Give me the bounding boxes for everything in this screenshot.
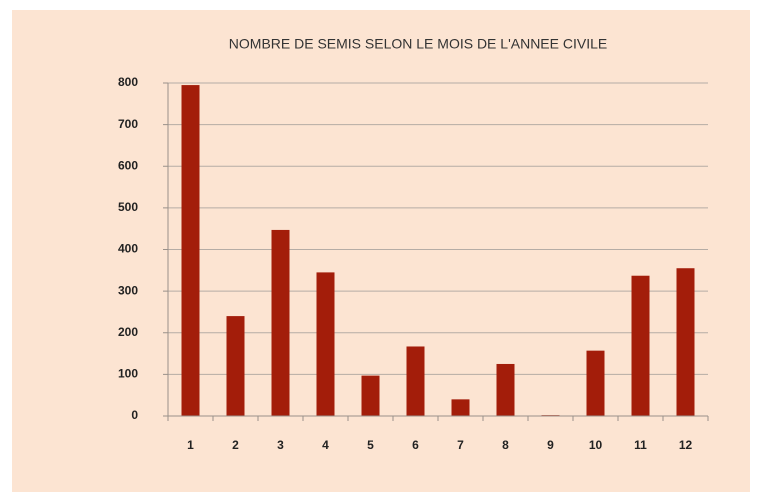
bar — [451, 399, 470, 416]
y-tick-label: 700 — [118, 117, 138, 131]
chart-title: NOMBRE DE SEMIS SELON LE MOIS DE L'ANNEE… — [229, 36, 607, 52]
x-tick-label: 12 — [679, 438, 693, 452]
bar — [361, 375, 380, 416]
bar — [496, 363, 515, 416]
chart-background — [12, 10, 750, 492]
y-tick-label: 500 — [118, 200, 138, 214]
x-tick-label: 10 — [589, 438, 603, 452]
y-tick-label: 400 — [118, 242, 138, 256]
bar — [271, 229, 290, 416]
x-tick-label: 4 — [322, 438, 329, 452]
x-tick-label: 1 — [187, 438, 194, 452]
x-tick-label: 11 — [634, 438, 647, 452]
y-tick-label: 200 — [118, 325, 138, 339]
y-tick-label: 800 — [118, 75, 138, 89]
x-tick-label: 9 — [547, 438, 554, 452]
y-tick-label: 600 — [118, 158, 138, 172]
bar — [586, 350, 605, 416]
x-tick-label: 8 — [502, 438, 509, 452]
x-tick-label: 3 — [277, 438, 284, 452]
bar — [406, 346, 425, 416]
x-tick-label: 6 — [412, 438, 419, 452]
y-tick-label: 300 — [118, 283, 138, 297]
x-tick-label: 7 — [457, 438, 464, 452]
bar — [631, 275, 650, 416]
y-tick-label: 100 — [118, 367, 138, 381]
x-tick-label: 2 — [232, 438, 239, 452]
bar — [226, 316, 245, 416]
bar — [676, 268, 695, 416]
bar — [316, 272, 335, 416]
y-tick-label: 0 — [131, 408, 138, 422]
bar — [181, 85, 200, 417]
x-tick-label: 5 — [367, 438, 374, 452]
